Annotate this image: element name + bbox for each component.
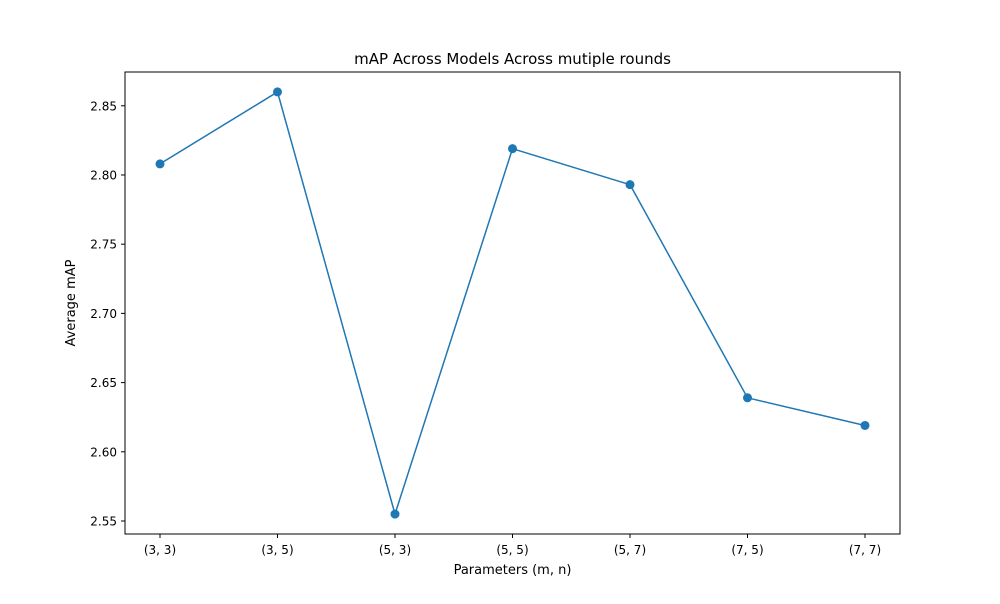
y-tick-label: 2.60 — [90, 445, 117, 459]
x-tick-label: (3, 3) — [144, 543, 176, 557]
x-tick-label: (3, 5) — [261, 543, 293, 557]
x-axis-label: Parameters (m, n) — [454, 563, 572, 578]
chart-title: mAP Across Models Across mutiple rounds — [354, 50, 671, 68]
data-point — [508, 144, 517, 154]
data-point — [273, 87, 282, 97]
data-point — [860, 420, 870, 430]
data-point — [155, 159, 165, 169]
y-tick-label: 2.65 — [90, 376, 117, 390]
y-tick-label: 2.70 — [90, 307, 117, 321]
data-point — [625, 180, 635, 190]
plot-frame — [124, 71, 901, 535]
data-point — [743, 393, 752, 403]
y-tick-label: 2.55 — [90, 514, 117, 528]
y-tick-label: 2.75 — [90, 238, 117, 252]
x-tick-label: (7, 7) — [849, 543, 881, 557]
y-tick-label: 2.85 — [90, 99, 117, 113]
y-axis-label: Average mAP — [64, 259, 79, 346]
axes: 2.55 2.60 2.65 2.70 2.75 2.80 2.85 (3, 3) (3, 5)… — [90, 99, 881, 557]
y-tick-label: 2.80 — [90, 168, 117, 182]
series-layer — [155, 87, 870, 519]
x-tick-label: (7, 5) — [731, 543, 763, 557]
x-tick-label: (5, 5) — [496, 543, 528, 557]
data-point — [390, 509, 400, 519]
x-tick-label: (5, 3) — [379, 543, 411, 557]
x-tick-label: (5, 7) — [614, 543, 646, 557]
